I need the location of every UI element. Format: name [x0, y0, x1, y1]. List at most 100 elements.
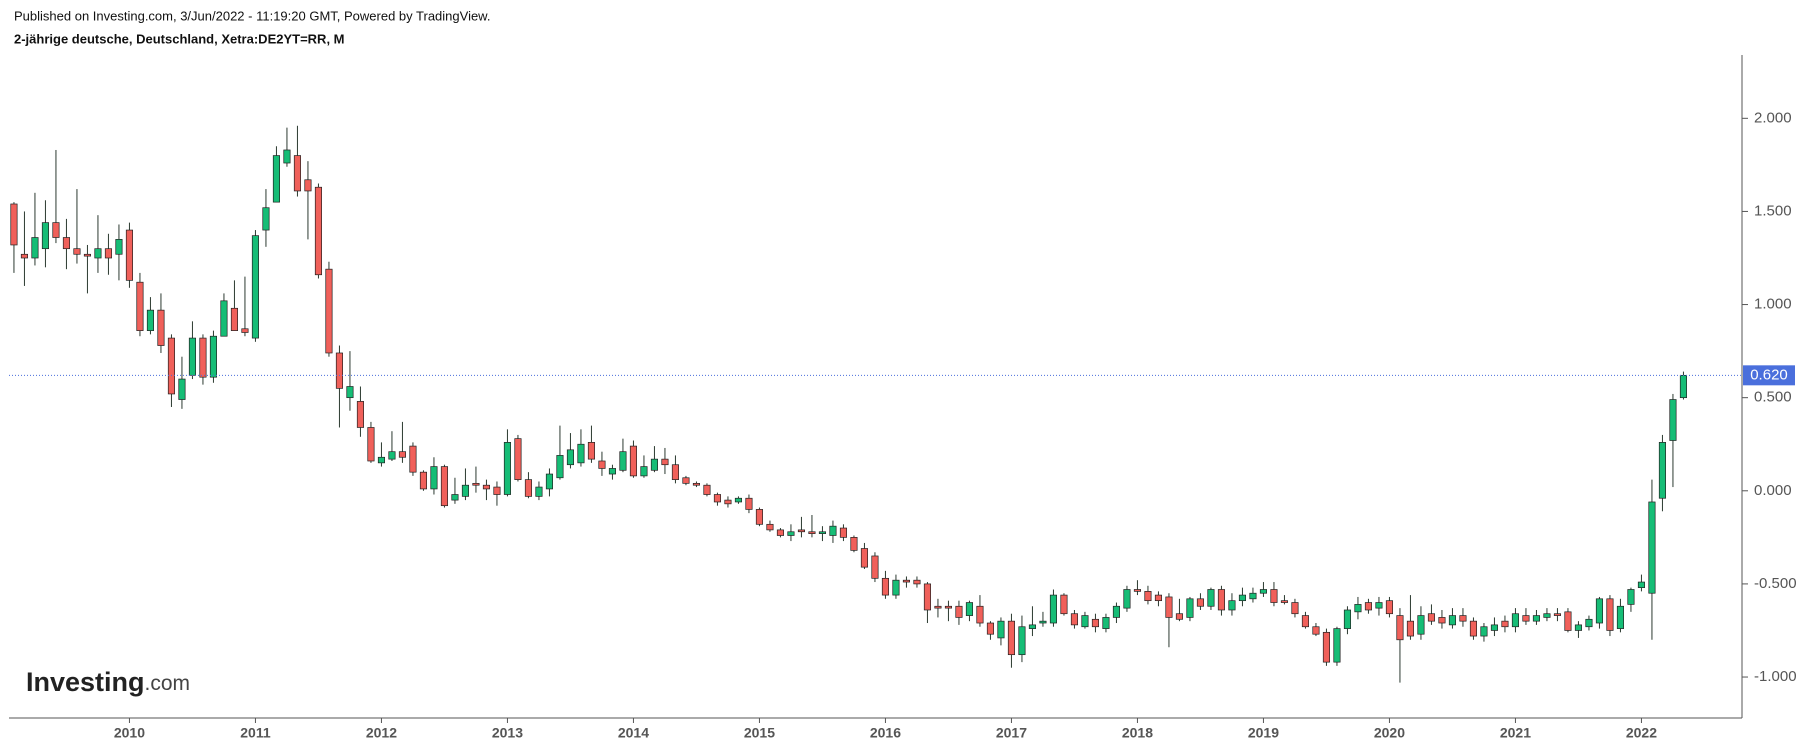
- x-tick-label: 2018: [1122, 725, 1153, 741]
- candle-body: [871, 555, 879, 579]
- x-tick-label: 2013: [492, 725, 523, 741]
- candle-body: [1406, 620, 1415, 637]
- candle-body: [199, 337, 207, 378]
- candle-body: [1270, 589, 1278, 603]
- candle-body: [367, 427, 375, 462]
- x-tick-label: 2019: [1248, 725, 1279, 741]
- candle-body: [566, 449, 575, 466]
- candle-body: [1669, 399, 1677, 441]
- candle-body: [1186, 598, 1194, 618]
- candle-body: [104, 248, 113, 259]
- candle-body: [902, 579, 911, 583]
- candle-body: [346, 386, 354, 399]
- candle-body: [1417, 615, 1425, 635]
- candle-body: [787, 531, 795, 536]
- candle-body: [923, 583, 932, 611]
- candle-body: [10, 203, 18, 246]
- candle-body: [314, 186, 323, 276]
- candle-body: [944, 605, 953, 609]
- candle-body: [713, 494, 722, 503]
- candle-body: [1606, 598, 1614, 631]
- candle-body: [335, 352, 344, 389]
- candle-body: [1196, 598, 1205, 607]
- candle-body: [1679, 374, 1688, 399]
- candle-body: [997, 620, 1005, 639]
- candle-body: [955, 605, 963, 618]
- candle-body: [41, 222, 50, 250]
- candle-body: [188, 337, 197, 376]
- candle-body: [986, 622, 995, 635]
- candle-body: [125, 229, 134, 281]
- y-tick-label: 1.500: [1754, 202, 1792, 219]
- candle-body: [1007, 620, 1016, 656]
- candle-body: [1385, 600, 1394, 615]
- x-tick-label: 2020: [1374, 725, 1405, 741]
- candle-body: [976, 605, 984, 624]
- y-tick-label: 0.000: [1754, 482, 1792, 499]
- candle-body: [587, 442, 596, 460]
- candle-body: [1553, 613, 1562, 616]
- candle-body: [1301, 615, 1310, 628]
- x-tick-label: 2012: [366, 725, 397, 741]
- candle-body: [1459, 615, 1467, 622]
- candle-body: [766, 523, 774, 531]
- x-tick-label: 2016: [870, 725, 901, 741]
- candle-body: [703, 484, 711, 495]
- candle-body: [482, 484, 491, 490]
- x-tick-label: 2021: [1500, 725, 1531, 741]
- candle-body: [671, 464, 680, 480]
- candle-body: [230, 307, 239, 331]
- candle-body: [1532, 615, 1541, 622]
- candle-body: [31, 237, 39, 259]
- candle-body: [724, 499, 732, 505]
- candle-body: [1259, 589, 1268, 594]
- y-tick-label: -1.000: [1754, 668, 1797, 685]
- candle-body: [850, 537, 858, 551]
- candle-body: [52, 222, 60, 238]
- x-tick-label: 2014: [618, 725, 649, 741]
- candle-body: [220, 300, 228, 337]
- candle-body: [1280, 600, 1289, 603]
- candle-body: [1427, 613, 1436, 622]
- candle-body: [808, 531, 816, 534]
- y-tick-label: 1.000: [1754, 296, 1792, 313]
- candle-body: [283, 149, 291, 164]
- candle-body: [755, 509, 764, 525]
- candle-body: [1543, 613, 1551, 618]
- candle-body: [1102, 617, 1110, 629]
- candle-body: [94, 248, 102, 259]
- candle-body: [1091, 618, 1100, 628]
- candle-body: [1637, 581, 1646, 588]
- candle-body: [692, 482, 701, 486]
- candle-body: [577, 443, 585, 464]
- candle-body: [1574, 624, 1583, 631]
- candle-body: [1585, 618, 1593, 628]
- candle-body: [503, 442, 512, 495]
- candle-body: [178, 378, 186, 400]
- candle-body: [1511, 613, 1520, 628]
- candle-body: [965, 602, 974, 616]
- candle-body: [1291, 602, 1299, 615]
- candle-body: [1354, 604, 1362, 613]
- candle-body: [545, 473, 554, 490]
- candle-body: [1165, 596, 1173, 618]
- candle-body: [377, 456, 386, 464]
- candle-body: [1490, 624, 1499, 631]
- candle-body: [472, 482, 480, 486]
- x-tick-label: 2015: [744, 725, 775, 741]
- candle-body: [608, 468, 617, 475]
- candle-body: [1049, 594, 1058, 624]
- candle-body: [83, 253, 92, 257]
- candle-body: [356, 401, 365, 428]
- candle-body: [934, 605, 942, 609]
- candle-body: [776, 529, 785, 536]
- x-tick-label: 2017: [996, 725, 1027, 741]
- x-tick-label: 2010: [114, 725, 145, 741]
- y-tick-label: 2.000: [1754, 109, 1792, 126]
- candle-body: [1228, 600, 1236, 611]
- candle-body: [1658, 442, 1667, 499]
- candle-body: [493, 486, 501, 495]
- candle-body: [1364, 602, 1373, 611]
- x-tick-label: 2022: [1626, 725, 1657, 741]
